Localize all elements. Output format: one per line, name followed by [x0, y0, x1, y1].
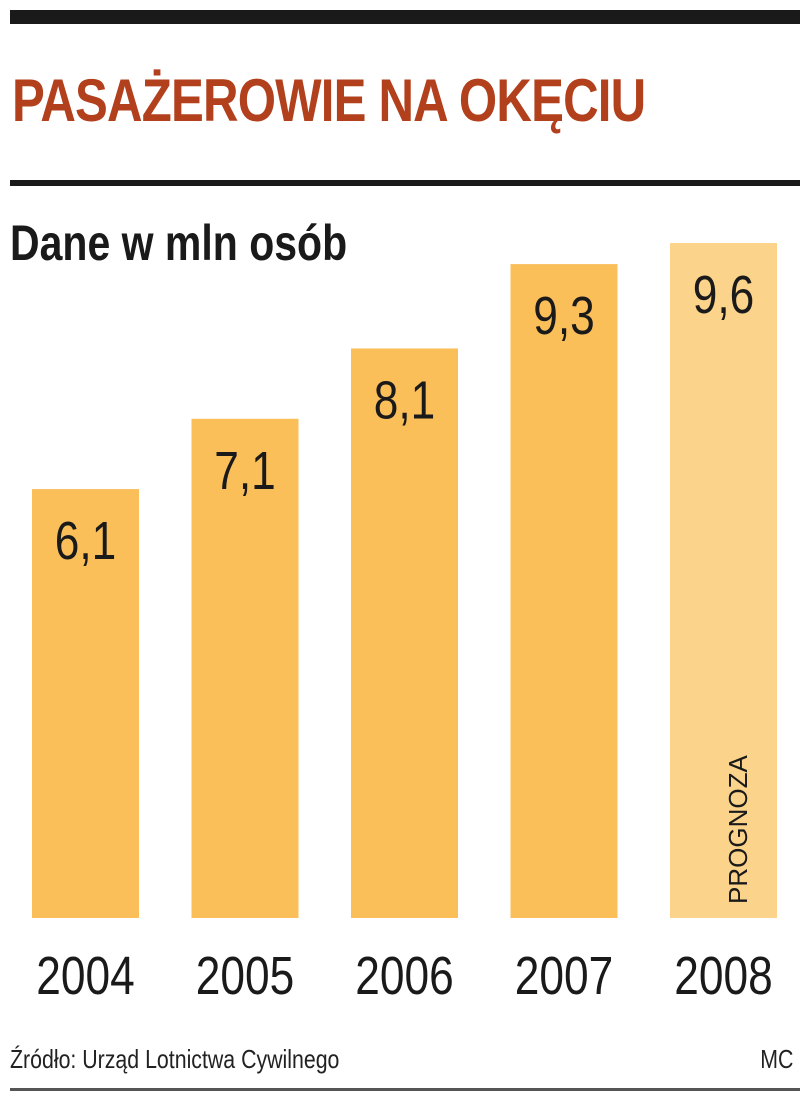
title-rule: [10, 180, 800, 186]
value-label-2004: 6,1: [55, 511, 117, 571]
x-tick-label-2005: 2005: [196, 946, 294, 1006]
source-note: Źródło: Urząd Lotnictwa Cywilnego: [10, 1044, 340, 1074]
bar-2008: [670, 243, 777, 918]
value-label-2006: 8,1: [374, 370, 436, 430]
bar-2007: [510, 264, 618, 918]
bar-chart: 6,1 2004 7,1 2005 8,1 2006 9,3 2007 9,6 2008 PROGN…: [32, 243, 777, 1006]
bar-2005: [191, 418, 299, 918]
chart-subtitle: Dane w mln osób: [10, 215, 348, 271]
x-tick-label-2006: 2006: [355, 946, 453, 1006]
top-rule: [10, 10, 800, 24]
author-credit: MC: [759, 1044, 793, 1074]
value-label-2005: 7,1: [214, 441, 276, 501]
forecast-annotation: PROGNOZA: [723, 755, 753, 904]
bottom-rule: [10, 1088, 800, 1091]
bar-2004: [32, 489, 139, 918]
x-tick-label-2004: 2004: [36, 946, 134, 1006]
x-tick-label-2008: 2008: [674, 946, 772, 1006]
chart-title: PASAŻEROWIE NA OKĘCIU: [12, 67, 646, 134]
bar-2006: [351, 348, 458, 918]
value-label-2007: 9,3: [533, 286, 595, 346]
x-tick-label-2007: 2007: [515, 946, 613, 1006]
value-label-2008: 9,6: [693, 265, 755, 325]
